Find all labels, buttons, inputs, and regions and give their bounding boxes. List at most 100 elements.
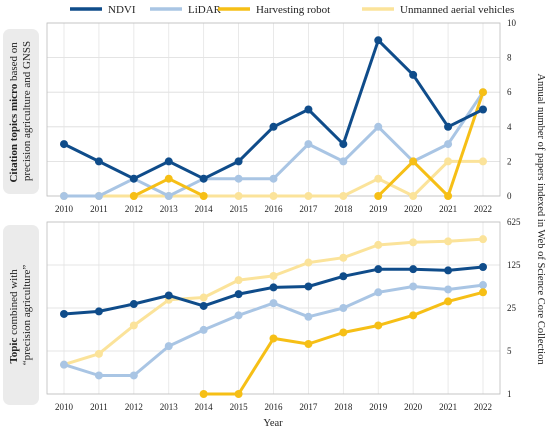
legend-label-2: Harvesting robot (256, 4, 330, 16)
y-tick-label-1-3: 125 (507, 260, 521, 270)
legend-label-0: NDVI (108, 4, 136, 16)
data-point-0-2-12 (479, 88, 487, 97)
data-point-1-0-8 (339, 272, 348, 281)
y-tick-label-0-0: 0 (507, 191, 512, 201)
data-point-0-0-1 (94, 157, 103, 166)
x-tick-label-1-4: 2014 (195, 402, 214, 412)
data-point-1-2-5 (234, 390, 243, 398)
data-point-1-0-0 (60, 309, 68, 318)
data-point-0-0-7 (304, 105, 313, 114)
data-point-0-2-9 (374, 192, 383, 200)
data-point-1-1-8 (339, 304, 348, 312)
data-point-0-1-5 (234, 174, 243, 183)
data-point-1-3-1 (94, 349, 103, 358)
data-point-0-1-11 (444, 140, 453, 149)
data-point-1-3-7 (304, 258, 313, 267)
data-point-0-0-6 (269, 122, 278, 131)
data-point-1-0-1 (94, 307, 103, 316)
data-point-0-3-7 (304, 192, 313, 200)
data-point-1-0-3 (164, 291, 173, 300)
x-tick-label-0-5: 2015 (230, 204, 249, 214)
data-point-1-2-10 (409, 311, 418, 320)
data-point-0-0-8 (339, 140, 348, 149)
data-point-1-0-10 (409, 265, 418, 274)
plot-frame-1 (46, 221, 501, 395)
data-point-1-0-4 (199, 301, 208, 310)
data-point-1-1-0 (60, 360, 68, 369)
data-point-1-0-9 (374, 265, 383, 274)
data-point-1-1-7 (304, 312, 313, 321)
data-point-1-0-7 (304, 282, 313, 291)
legend-label-1: LiDAR (188, 4, 222, 16)
x-tick-label-1-11: 2021 (439, 402, 457, 412)
x-tick-label-1-9: 2019 (369, 402, 388, 412)
x-axis-label: Year (263, 418, 283, 429)
data-point-1-0-11 (444, 266, 453, 275)
x-tick-label-0-10: 2020 (404, 204, 423, 214)
y-tick-label-0-1: 2 (507, 156, 512, 166)
data-point-0-0-4 (199, 174, 208, 183)
x-tick-label-1-8: 2018 (334, 402, 353, 412)
x-tick-label-1-10: 2020 (404, 402, 423, 412)
y-tick-label-1-1: 5 (507, 346, 512, 356)
series-line-0-2-1 (377, 91, 485, 198)
data-point-0-3-10 (409, 192, 418, 200)
data-point-1-1-1 (94, 371, 103, 380)
x-tick-label-1-2: 2012 (125, 402, 143, 412)
data-point-0-2-11 (444, 192, 453, 200)
top-panel-label-box (3, 29, 39, 194)
data-point-1-3-11 (444, 237, 453, 246)
bottom-panel-label: Topic combined with “precision agricultu… (8, 265, 33, 366)
data-point-0-1-7 (304, 140, 313, 149)
data-point-0-3-6 (269, 192, 278, 200)
bottom-panel-label-box (3, 225, 39, 405)
x-tick-label-0-3: 2013 (160, 204, 179, 214)
data-point-1-0-12 (479, 262, 487, 271)
top-panel-label: Citation topics micro based on precision… (8, 39, 33, 182)
data-point-0-3-8 (339, 192, 348, 200)
data-point-0-0-10 (409, 70, 418, 79)
data-point-0-0-3 (164, 157, 173, 166)
data-point-1-2-11 (444, 297, 453, 306)
data-point-1-3-8 (339, 253, 348, 262)
x-tick-label-1-7: 2017 (299, 402, 318, 412)
data-point-0-0-9 (374, 36, 383, 45)
y-tick-label-1-2: 25 (507, 303, 517, 313)
data-point-0-2-3 (164, 174, 173, 183)
data-point-0-1-3 (164, 192, 173, 200)
data-point-0-3-12 (479, 157, 487, 166)
data-point-0-0-12 (479, 105, 487, 114)
y-tick-label-0-4: 8 (507, 53, 512, 63)
data-point-0-1-0 (60, 192, 68, 200)
y-tick-label-0-5: 10 (507, 18, 517, 28)
data-point-0-0-5 (234, 157, 243, 166)
data-point-1-1-10 (409, 282, 418, 291)
data-point-1-3-9 (374, 240, 383, 249)
data-point-0-0-0 (60, 140, 68, 149)
x-tick-label-1-0: 2010 (55, 402, 74, 412)
x-tick-label-1-6: 2016 (265, 402, 284, 412)
x-tick-label-1-1: 2011 (90, 402, 108, 412)
top-panel: 0 2 4 6 8 10 2010 2011 2012 2013 2014 2015 2016 2017 2… (46, 18, 517, 214)
x-tick-label-0-4: 2014 (195, 204, 214, 214)
data-point-0-1-1 (94, 192, 103, 200)
legend: NDVI LiDAR Harvesting robot Unmanned aerial… (70, 4, 514, 16)
data-point-0-0-11 (444, 122, 453, 131)
x-tick-label-0-9: 2019 (369, 204, 388, 214)
x-tick-label-0-0: 2010 (55, 204, 74, 214)
data-point-1-2-12 (479, 288, 487, 297)
x-tick-label-1-12: 2022 (474, 402, 492, 412)
data-point-1-2-4 (199, 390, 208, 398)
data-point-1-1-2 (129, 371, 138, 380)
data-point-1-2-9 (374, 321, 383, 330)
legend-label-3: Unmanned aerial vehicles (400, 4, 514, 16)
data-point-1-3-2 (129, 321, 138, 330)
data-point-0-1-8 (339, 157, 348, 166)
data-point-0-2-4 (199, 192, 208, 200)
x-tick-label-1-3: 2013 (160, 402, 179, 412)
data-point-1-3-5 (234, 276, 243, 285)
data-point-0-3-5 (234, 192, 243, 200)
data-point-0-2-2 (129, 192, 138, 200)
data-point-1-1-4 (199, 325, 208, 334)
